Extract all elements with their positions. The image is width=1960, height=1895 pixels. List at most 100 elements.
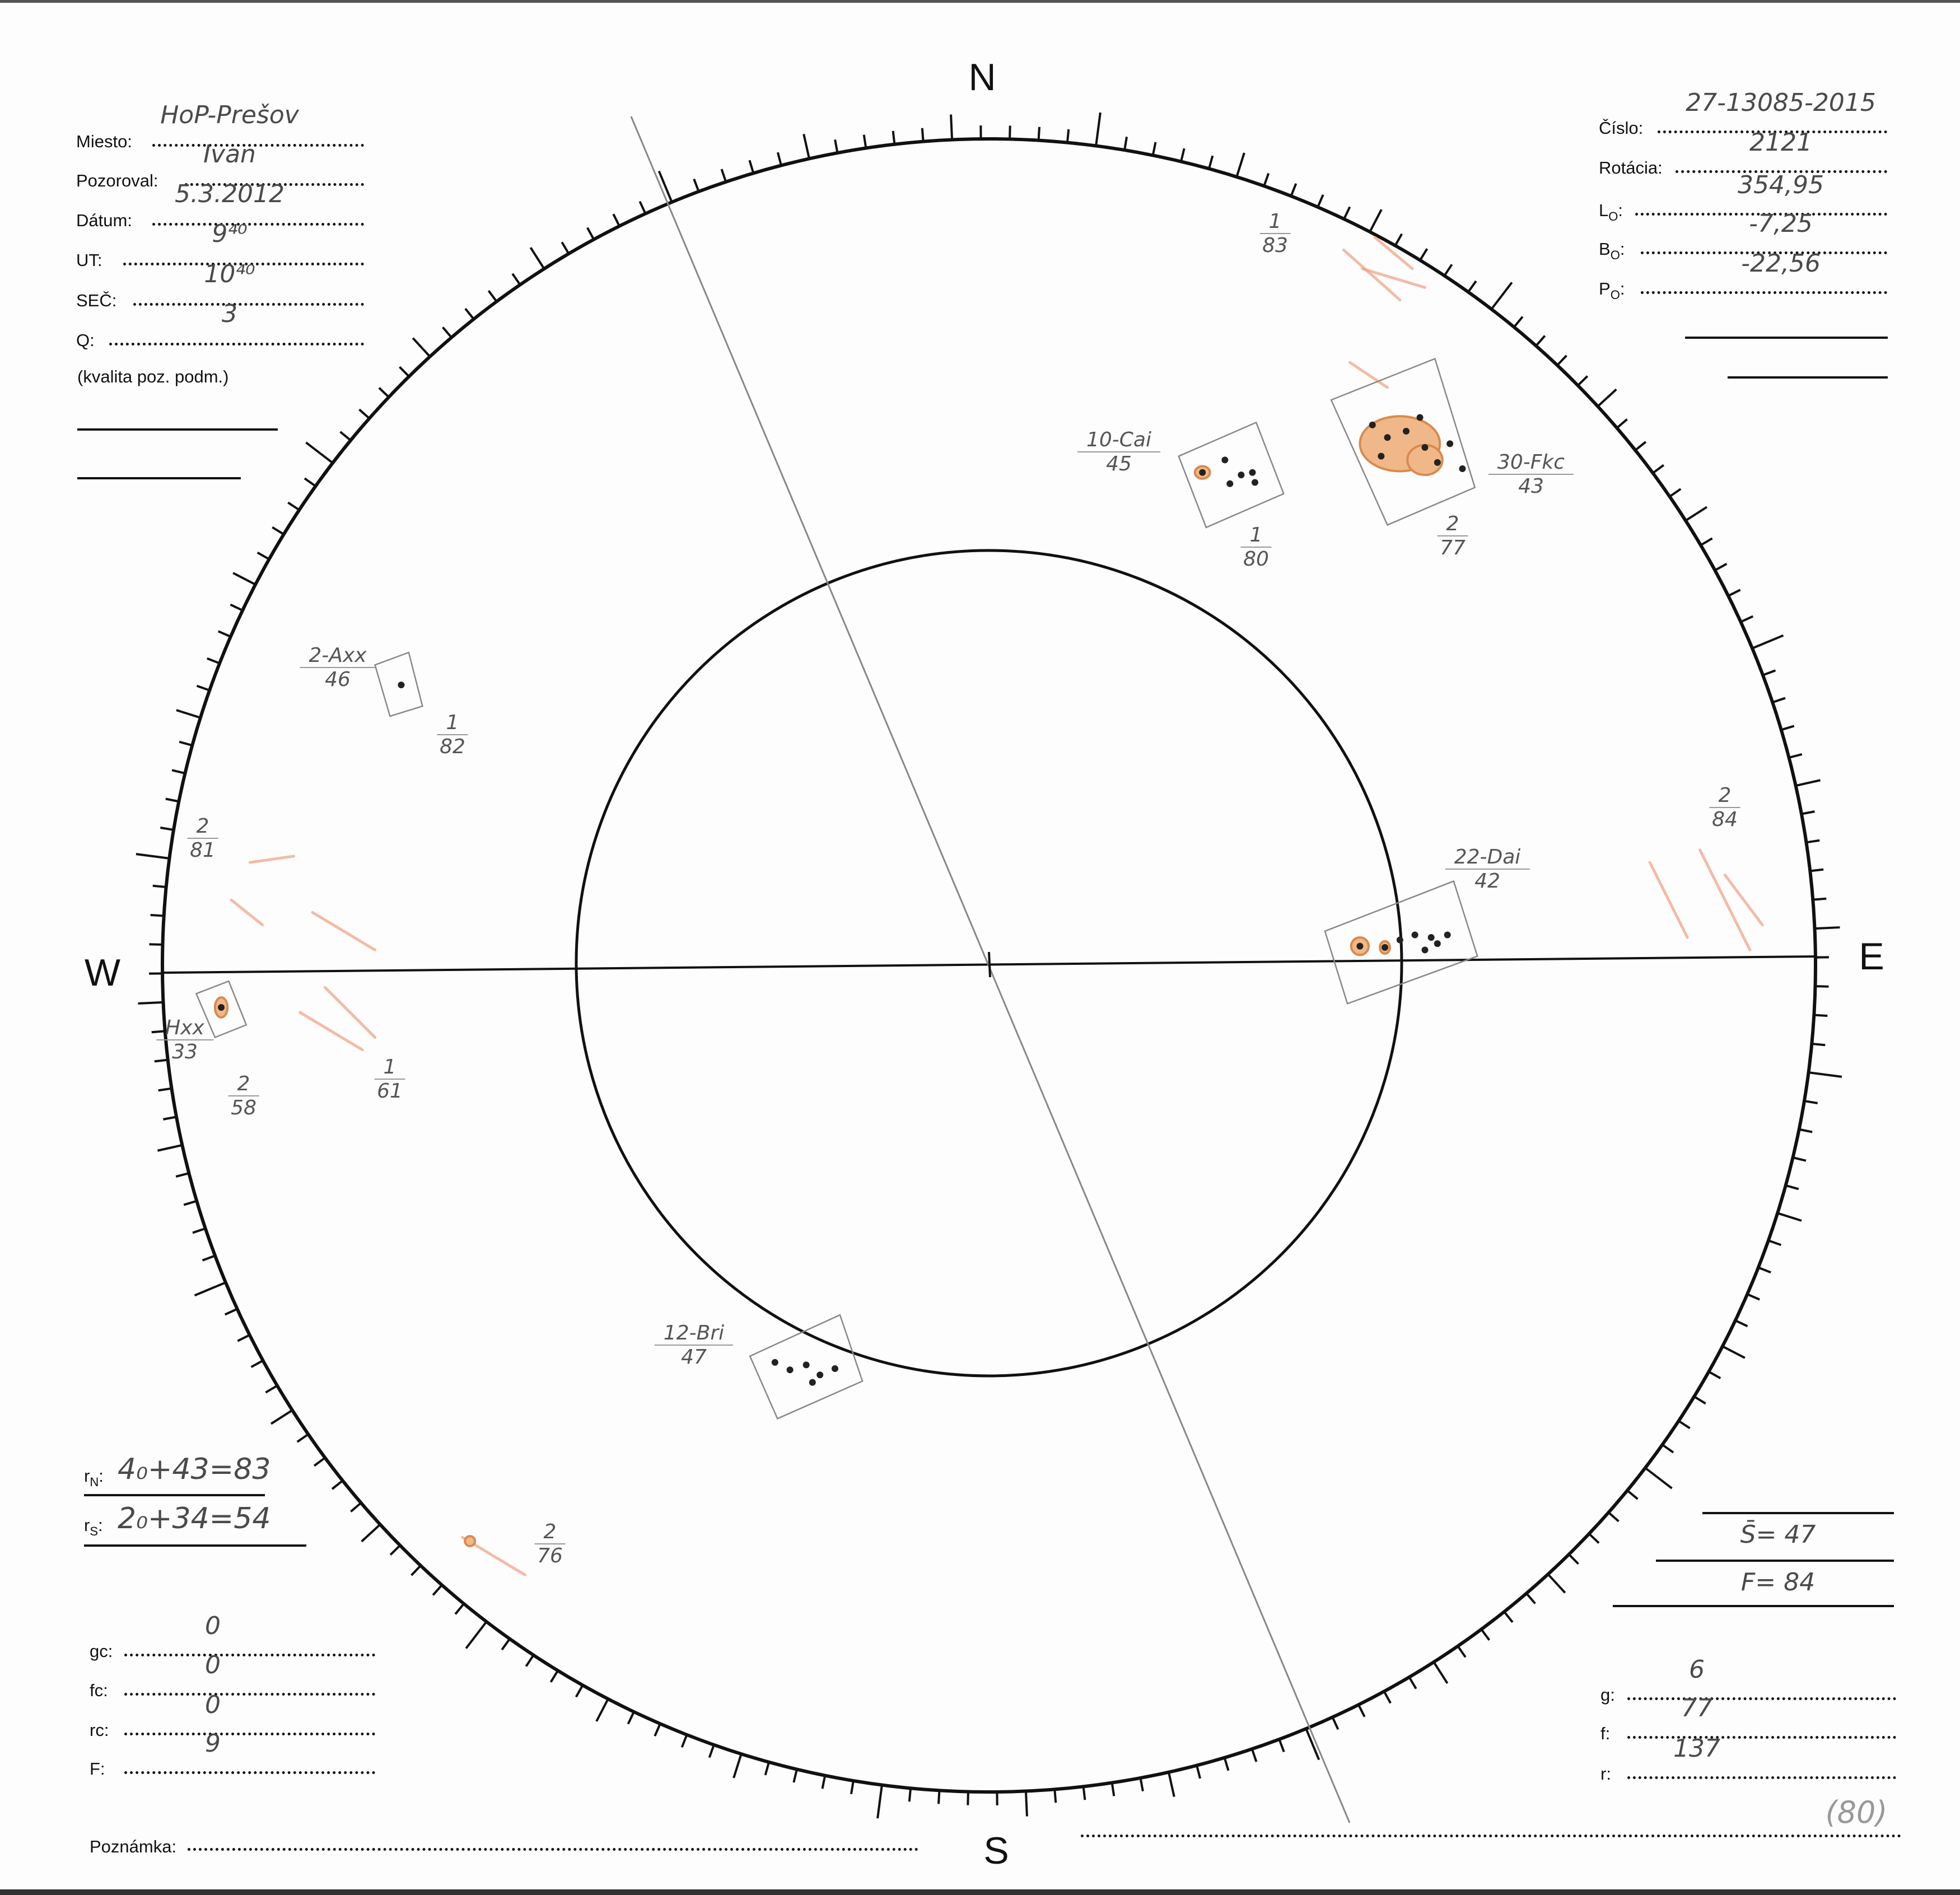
count-line <box>1627 1697 1896 1700</box>
degree-tick <box>1196 1765 1202 1779</box>
degree-tick <box>378 387 390 398</box>
sunspot-umbra <box>1446 440 1454 447</box>
count-value[interactable]: 0 <box>205 1612 221 1640</box>
degree-tick <box>1669 488 1682 498</box>
group-label[interactable]: 2 81 <box>187 815 218 862</box>
field-line <box>1641 251 1887 254</box>
field-value[interactable]: 27-13085-2015 <box>1686 88 1876 117</box>
field-value[interactable]: 9⁴⁰ <box>212 220 248 248</box>
degree-tick <box>561 241 570 255</box>
degree-tick <box>150 913 164 917</box>
degree-tick <box>487 290 498 302</box>
degree-tick <box>693 178 700 192</box>
group-label[interactable]: 1 82 <box>437 711 468 759</box>
count-value[interactable]: 137 <box>1673 1734 1720 1763</box>
group-box <box>195 980 248 1039</box>
count-label: gc: <box>90 1641 113 1661</box>
degree-tick <box>1123 136 1128 151</box>
degree-tick <box>265 1384 278 1394</box>
count-value[interactable]: 77 <box>1681 1694 1712 1723</box>
degree-tick <box>163 1115 177 1121</box>
degree-tick <box>1801 810 1815 815</box>
degree-tick <box>908 1788 912 1802</box>
field-value[interactable]: Ivan <box>203 140 256 169</box>
degree-tick <box>1432 1661 1449 1684</box>
f-total-value[interactable]: F= 84 <box>1740 1568 1816 1597</box>
degree-tick <box>1793 1156 1807 1162</box>
degree-tick <box>708 1744 715 1758</box>
count-line <box>124 1654 375 1656</box>
degree-tick <box>1700 537 1713 547</box>
degree-tick <box>1357 1704 1366 1717</box>
facula-stroke <box>1342 248 1402 302</box>
degree-tick <box>350 1502 362 1513</box>
rs-value[interactable]: 2₀+34=54 <box>118 1502 271 1535</box>
degree-tick <box>862 134 867 148</box>
group-label[interactable]: 1 83 <box>1259 210 1291 258</box>
group-label[interactable]: 1 61 <box>374 1056 405 1103</box>
note-field[interactable] <box>188 1848 918 1851</box>
degree-tick <box>1263 172 1270 186</box>
degree-tick <box>1708 1370 1721 1380</box>
count-value[interactable]: 6 <box>1689 1655 1705 1684</box>
compass-south: S <box>983 1829 1009 1872</box>
degree-tick <box>1082 1786 1086 1800</box>
group-box <box>749 1314 864 1420</box>
degree-tick <box>313 1457 326 1467</box>
group-label[interactable]: 2 58 <box>228 1072 259 1120</box>
field-value[interactable]: 5.3.2012 <box>175 180 284 208</box>
group-label[interactable]: 1 80 <box>1240 524 1272 571</box>
degree-tick <box>152 884 166 889</box>
degree-tick <box>1513 316 1524 328</box>
count-value[interactable]: 0 <box>205 1651 221 1679</box>
degree-tick <box>272 526 284 535</box>
group-label[interactable]: 2-Axx 46 <box>300 644 376 692</box>
field-value[interactable]: -22,56 <box>1741 249 1821 278</box>
degree-tick <box>412 337 431 358</box>
field-value[interactable]: HoP-Prešov <box>160 101 299 129</box>
field-value[interactable]: 2121 <box>1749 128 1812 157</box>
field-value[interactable]: -7,25 <box>1749 209 1813 238</box>
count-value[interactable]: 9 <box>205 1729 221 1758</box>
group-label[interactable]: 30-Fkc 43 <box>1488 451 1574 498</box>
degree-tick <box>1024 1791 1028 1817</box>
degree-tick <box>876 1785 883 1819</box>
degree-tick <box>157 1144 183 1152</box>
group-box <box>1178 421 1285 529</box>
degree-tick <box>138 1001 164 1005</box>
degree-tick <box>410 1565 422 1576</box>
sunspot-umbra <box>1421 444 1429 451</box>
sunspot-umbra <box>1226 480 1234 487</box>
group-label[interactable]: 2 76 <box>534 1520 566 1568</box>
sunspot-umbra <box>1403 428 1410 435</box>
degree-tick <box>1693 1395 1706 1405</box>
degree-tick <box>850 1780 855 1795</box>
group-label[interactable]: 10-Cai 45 <box>1077 428 1160 476</box>
degree-tick <box>657 170 673 203</box>
mean-value[interactable]: S̄= 47 <box>1740 1520 1816 1549</box>
degree-tick <box>1180 148 1186 162</box>
degree-tick <box>1814 1014 1828 1017</box>
group-label[interactable]: 2 77 <box>1437 512 1468 560</box>
group-label[interactable]: 12-Bri 47 <box>654 1322 734 1369</box>
field-value[interactable]: 10⁴⁰ <box>204 260 255 288</box>
facula-stroke <box>1361 267 1426 289</box>
facula-stroke <box>298 1011 364 1052</box>
note-field-continued[interactable] <box>1081 1835 1901 1837</box>
group-label[interactable]: 2 84 <box>1709 784 1740 832</box>
degree-tick <box>638 200 647 214</box>
group-label[interactable]: 22-Dai 42 <box>1445 846 1530 893</box>
degree-tick <box>1343 206 1351 220</box>
rn-value[interactable]: 4₀+43=83 <box>118 1453 271 1486</box>
field-value[interactable]: 354,95 <box>1738 171 1824 199</box>
count-line <box>124 1733 375 1735</box>
sunspot-umbra <box>1434 940 1441 947</box>
degree-tick <box>339 431 352 441</box>
rn-label: rN: <box>84 1466 104 1489</box>
field-value[interactable]: 3 <box>222 300 237 328</box>
group-label[interactable]: Hxx 33 <box>156 1016 213 1064</box>
count-value[interactable]: 0 <box>205 1691 221 1719</box>
field-label: Q: <box>76 330 95 350</box>
degree-tick <box>149 943 163 946</box>
